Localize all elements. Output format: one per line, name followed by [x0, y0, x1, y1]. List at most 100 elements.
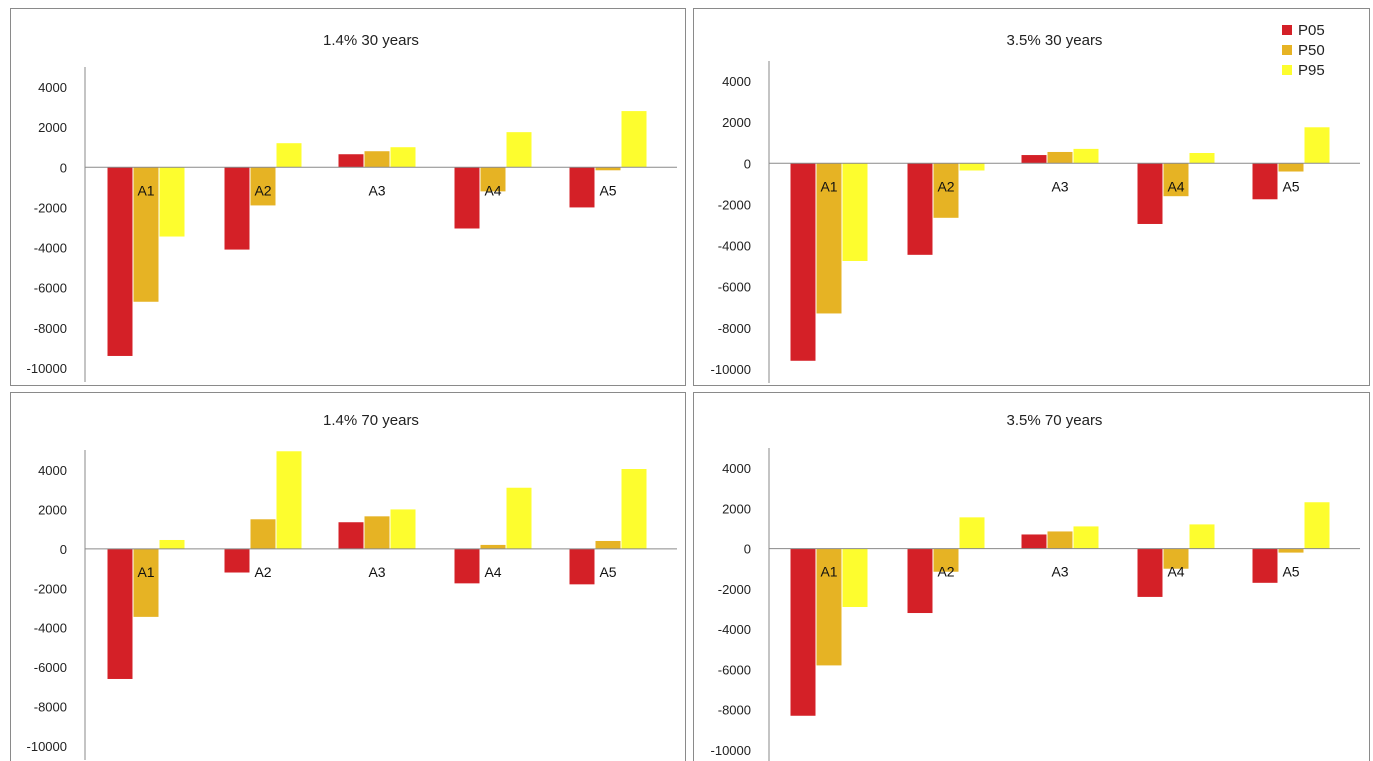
chart-title: 1.4% 70 years: [323, 412, 419, 429]
bar-p50-a4: [480, 544, 506, 549]
y-tick-label: 4000: [38, 463, 67, 478]
y-tick-label: 0: [60, 160, 67, 175]
chart-title: 3.5% 30 years: [1007, 32, 1103, 49]
category-label-a5: A5: [1282, 178, 1299, 194]
category-label-a4: A4: [484, 564, 501, 580]
y-tick-label: -8000: [718, 703, 751, 718]
chart-svg-1: 1.4% 30 years 4000 2000 0 -2000 -4000 -6000 -80…: [27, 32, 677, 382]
bar-p50-a3: [1047, 151, 1073, 164]
y-tick-label: 4000: [722, 461, 751, 476]
bar-p95-a2: [959, 517, 985, 549]
y-tick-label: 2000: [722, 115, 751, 130]
bar-p95-a3: [390, 509, 416, 549]
category-label-a2: A2: [937, 564, 954, 580]
y-tick-label: -2000: [34, 200, 67, 215]
category-label-a1: A1: [137, 564, 154, 580]
y-tick-label: 2000: [722, 501, 751, 516]
y-tick-label: -8000: [34, 321, 67, 336]
bar-p50-a2: [933, 163, 959, 218]
y-tick-label: 4000: [38, 80, 67, 95]
y-tick-label: -6000: [34, 281, 67, 296]
bar-p50-a5: [595, 540, 621, 549]
category-label-a1: A1: [820, 564, 837, 580]
bar-p95-a2: [959, 163, 985, 171]
bar-p95-a5: [621, 111, 647, 168]
bar-p05-a5: [1252, 548, 1278, 583]
bar-p50-a3: [364, 151, 390, 168]
category-label-a2: A2: [254, 564, 271, 580]
bar-p05-a3: [338, 154, 364, 168]
legend-swatch-p05: [1282, 25, 1292, 35]
category-label-a3: A3: [1051, 178, 1068, 194]
bar-p95-a4: [1189, 153, 1215, 164]
bar-p05-a2: [224, 548, 250, 573]
y-tick-label: 0: [744, 542, 751, 557]
chart-title: 1.4% 30 years: [323, 32, 419, 49]
bar-p95-a1: [159, 539, 185, 549]
y-tick-label: 2000: [38, 120, 67, 135]
bar-p50-a4: [480, 167, 506, 192]
bar-p95-a3: [1073, 526, 1099, 549]
bar-p50-a1: [133, 548, 159, 617]
bar-p50-a2: [250, 519, 276, 549]
y-tick-label: -10000: [711, 743, 751, 758]
bar-p95-a4: [1189, 524, 1215, 549]
bar-p95-a4: [506, 487, 532, 549]
category-label-a4: A4: [484, 182, 501, 198]
bar-p05-a5: [569, 167, 595, 208]
legend-label-p50: P50: [1298, 42, 1325, 59]
category-label-a5: A5: [599, 564, 616, 580]
y-tick-label: -4000: [718, 622, 751, 637]
y-tick-label: -8000: [718, 321, 751, 336]
bar-p50-a5: [1278, 548, 1304, 553]
bar-p05-a2: [907, 548, 933, 614]
y-tick-label: 0: [60, 542, 67, 557]
bar-p05-a4: [1137, 163, 1163, 224]
y-tick-label: -10000: [711, 362, 751, 377]
bar-p50-a3: [1047, 531, 1073, 549]
y-tick-label: -6000: [718, 280, 751, 295]
bar-p95-a5: [1304, 502, 1330, 549]
bar-p05-a2: [224, 167, 250, 250]
bar-p50-a2: [250, 167, 276, 206]
bar-p95-a2: [276, 143, 302, 168]
y-tick-label: -4000: [34, 621, 67, 636]
y-tick-label: -8000: [34, 700, 67, 715]
bar-p05-a3: [1021, 155, 1047, 164]
y-tick-label: -10000: [27, 361, 67, 376]
bar-p05-a5: [569, 548, 595, 585]
category-label-a3: A3: [1051, 564, 1068, 580]
category-label-a5: A5: [1282, 564, 1299, 580]
y-tick-label: -4000: [34, 241, 67, 256]
legend-label-p95: P95: [1298, 62, 1325, 79]
bar-p50-a1: [816, 163, 842, 314]
category-label-a4: A4: [1167, 564, 1184, 580]
bar-p05-a5: [1252, 163, 1278, 200]
legend: P05 P50 P95: [1282, 22, 1325, 79]
bar-p50-a1: [133, 167, 159, 302]
category-label-a2: A2: [254, 182, 271, 198]
bar-p05-a1: [790, 163, 816, 361]
bar-p05-a3: [338, 522, 364, 549]
bar-p05-a3: [1021, 534, 1047, 549]
bar-p05-a4: [454, 167, 480, 229]
y-tick-label: 2000: [38, 502, 67, 517]
legend-label-p05: P05: [1298, 22, 1325, 39]
bar-p95-a1: [842, 548, 868, 607]
bar-p95-a2: [276, 451, 302, 549]
bar-p50-a1: [816, 548, 842, 666]
legend-swatch-p50: [1282, 45, 1292, 55]
category-label-a2: A2: [937, 178, 954, 194]
chart-panel-1: 1.4% 30 years 4000 2000 0 -2000 -4000 -6000 -80…: [10, 8, 686, 386]
category-label-a1: A1: [137, 182, 154, 198]
bar-p95-a1: [159, 167, 185, 237]
bar-p95-a1: [842, 163, 868, 261]
y-tick-label: -2000: [718, 582, 751, 597]
bar-p05-a4: [1137, 548, 1163, 597]
bar-p50-a5: [1278, 163, 1304, 172]
chart-svg-2: 3.5% 30 years 4000 2000 0 -2000 -4000 -6000 -80…: [711, 22, 1360, 383]
bar-p05-a4: [454, 548, 480, 584]
chart-panel-4: 3.5% 70 years 4000 2000 0 -2000 -4000 -6000 -80…: [693, 392, 1370, 761]
bar-p05-a1: [107, 548, 133, 679]
